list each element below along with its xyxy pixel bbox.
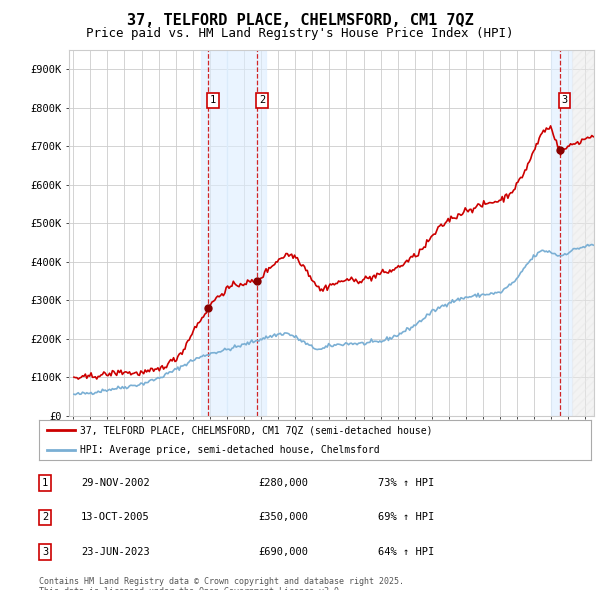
Text: 13-OCT-2005: 13-OCT-2005 bbox=[81, 513, 150, 522]
Bar bbox=[551, 50, 572, 416]
Text: 3: 3 bbox=[561, 95, 568, 105]
Text: £350,000: £350,000 bbox=[258, 513, 308, 522]
Text: 69% ↑ HPI: 69% ↑ HPI bbox=[378, 513, 434, 522]
Text: 29-NOV-2002: 29-NOV-2002 bbox=[81, 478, 150, 488]
Text: 64% ↑ HPI: 64% ↑ HPI bbox=[378, 547, 434, 556]
Text: 73% ↑ HPI: 73% ↑ HPI bbox=[378, 478, 434, 488]
Text: 1: 1 bbox=[210, 95, 216, 105]
Text: 2: 2 bbox=[42, 513, 48, 522]
Text: 37, TELFORD PLACE, CHELMSFORD, CM1 7QZ: 37, TELFORD PLACE, CHELMSFORD, CM1 7QZ bbox=[127, 13, 473, 28]
Bar bbox=[202, 50, 227, 416]
Text: 23-JUN-2023: 23-JUN-2023 bbox=[81, 547, 150, 556]
Text: 2: 2 bbox=[259, 95, 265, 105]
Text: £280,000: £280,000 bbox=[258, 478, 308, 488]
Text: Contains HM Land Registry data © Crown copyright and database right 2025.
This d: Contains HM Land Registry data © Crown c… bbox=[39, 577, 404, 590]
Text: 1: 1 bbox=[42, 478, 48, 488]
Text: 3: 3 bbox=[42, 547, 48, 556]
Text: 37, TELFORD PLACE, CHELMSFORD, CM1 7QZ (semi-detached house): 37, TELFORD PLACE, CHELMSFORD, CM1 7QZ (… bbox=[80, 425, 433, 435]
Text: Price paid vs. HM Land Registry's House Price Index (HPI): Price paid vs. HM Land Registry's House … bbox=[86, 27, 514, 40]
Text: HPI: Average price, semi-detached house, Chelmsford: HPI: Average price, semi-detached house,… bbox=[80, 445, 380, 455]
Bar bbox=[572, 50, 600, 416]
Bar bbox=[227, 50, 266, 416]
Text: £690,000: £690,000 bbox=[258, 547, 308, 556]
